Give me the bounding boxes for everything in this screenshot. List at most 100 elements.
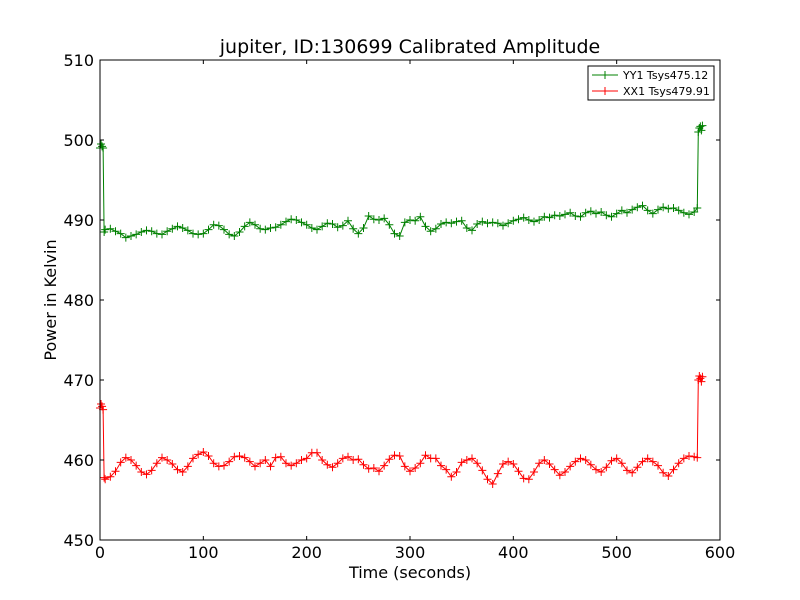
data-point-marker xyxy=(395,232,404,240)
data-point-marker xyxy=(545,213,554,222)
data-point-marker xyxy=(282,217,290,226)
data-point-marker xyxy=(230,232,239,240)
data-point-marker xyxy=(530,468,538,476)
data-point-marker xyxy=(400,462,409,471)
data-point-marker xyxy=(266,462,275,471)
data-point-marker xyxy=(142,470,151,479)
data-point-marker xyxy=(276,452,285,461)
data-point-marker xyxy=(623,466,631,475)
data-point-marker xyxy=(452,217,461,226)
data-point-marker xyxy=(545,460,554,468)
data-point-marker xyxy=(106,224,115,233)
data-point-marker xyxy=(204,452,213,460)
data-point-marker xyxy=(158,453,166,462)
data-point-marker xyxy=(163,456,172,464)
data-point-marker xyxy=(664,204,673,213)
y-tick-label: 490 xyxy=(63,211,94,230)
data-point-marker xyxy=(235,452,244,460)
data-point-marker xyxy=(648,457,657,466)
chart-title: jupiter, ID:130699 Calibrated Amplitude xyxy=(219,36,600,58)
data-point-marker xyxy=(581,456,590,464)
data-point-marker xyxy=(380,214,389,223)
data-point-marker xyxy=(225,230,234,239)
data-point-marker xyxy=(607,212,616,221)
data-point-marker xyxy=(256,224,265,233)
data-point-marker xyxy=(519,474,528,483)
data-point-marker xyxy=(338,221,347,230)
data-point-marker xyxy=(173,465,182,474)
data-point-marker xyxy=(137,228,146,236)
data-point-marker xyxy=(106,472,115,481)
data-point-marker xyxy=(633,463,642,472)
data-point-marker xyxy=(127,456,135,464)
data-point-marker xyxy=(209,220,218,229)
data-point-marker xyxy=(540,212,549,221)
data-point-marker xyxy=(178,224,187,232)
data-point-marker xyxy=(354,455,363,464)
data-point-marker xyxy=(256,459,265,468)
data-point-marker xyxy=(189,229,197,238)
data-point-marker xyxy=(623,208,631,217)
x-tick-label: 300 xyxy=(395,543,426,562)
data-point-marker xyxy=(220,225,228,234)
data-point-marker xyxy=(313,448,321,457)
data-point-marker xyxy=(333,459,342,468)
data-point-marker xyxy=(302,454,311,463)
data-point-marker xyxy=(230,452,239,461)
data-point-marker xyxy=(364,464,373,473)
data-point-marker xyxy=(385,455,394,464)
data-point-marker xyxy=(235,228,244,236)
data-point-marker xyxy=(395,452,404,460)
data-point-marker xyxy=(473,459,482,468)
data-point-marker xyxy=(163,227,172,236)
x-tick-label: 400 xyxy=(498,543,529,562)
data-point-marker xyxy=(375,467,383,476)
data-point-marker xyxy=(261,225,270,234)
data-point-marker xyxy=(199,229,208,238)
data-point-marker xyxy=(648,209,657,218)
data-point-marker xyxy=(638,457,647,466)
data-point-marker xyxy=(685,452,693,460)
data-point-marker xyxy=(98,142,107,151)
data-point-marker xyxy=(535,216,544,224)
data-point-marker xyxy=(571,212,580,220)
data-point-marker xyxy=(251,220,259,229)
data-point-marker xyxy=(698,372,707,381)
data-point-marker xyxy=(344,216,352,225)
data-point-marker xyxy=(514,467,523,476)
data-point-marker xyxy=(628,468,637,477)
series-line-1 xyxy=(99,374,703,485)
data-point-marker xyxy=(101,475,110,484)
data-point-marker xyxy=(597,208,606,216)
data-point-marker xyxy=(354,229,363,238)
data-point-marker xyxy=(478,466,487,475)
data-point-marker xyxy=(152,229,161,238)
data-point-marker xyxy=(245,457,254,466)
data-point-marker xyxy=(696,122,705,131)
data-point-marker xyxy=(437,461,445,470)
data-point-marker xyxy=(364,212,373,220)
data-point-marker xyxy=(276,220,285,229)
data-point-marker xyxy=(586,460,595,469)
data-point-marker xyxy=(147,227,156,236)
x-tick-label: 600 xyxy=(705,543,736,562)
data-point-marker xyxy=(132,230,141,239)
data-point-marker xyxy=(271,223,280,232)
data-point-marker xyxy=(442,465,451,474)
legend-label-1: XX1 Tsys479.91 xyxy=(623,85,710,98)
data-point-marker xyxy=(98,402,107,411)
data-point-marker xyxy=(385,220,394,229)
data-point-marker xyxy=(261,456,270,464)
data-point-marker xyxy=(550,211,559,220)
data-point-marker xyxy=(199,448,208,456)
data-point-marker xyxy=(669,204,678,212)
data-point-marker xyxy=(214,462,223,471)
data-point-marker xyxy=(659,468,668,477)
data-point-marker xyxy=(669,465,678,474)
data-point-marker xyxy=(664,472,673,480)
data-point-marker xyxy=(566,462,575,471)
data-point-marker xyxy=(297,456,306,464)
data-point-marker xyxy=(142,226,151,235)
data-point-marker xyxy=(344,452,352,461)
